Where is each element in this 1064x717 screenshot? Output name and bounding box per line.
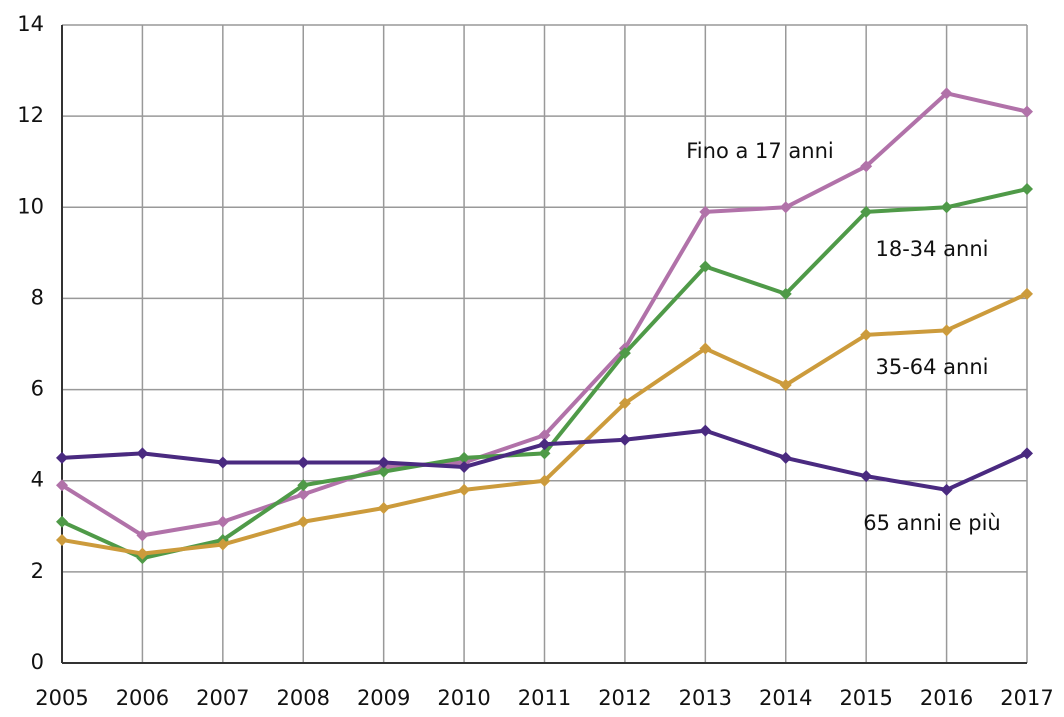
point-marker (216, 515, 229, 528)
point-marker (56, 533, 68, 546)
point-marker (940, 483, 953, 496)
point-marker (216, 538, 229, 551)
point-marker (618, 433, 631, 446)
y-tick-label: 14 (17, 12, 44, 36)
point-marker (538, 438, 551, 451)
point-marker (377, 456, 390, 469)
point-marker (779, 287, 792, 300)
point-marker (136, 547, 149, 560)
x-tick-label: 2013 (679, 686, 732, 710)
point-marker (618, 347, 631, 360)
x-tick-label: 2009 (357, 686, 410, 710)
x-tick-label: 2006 (116, 686, 169, 710)
x-tick-label: 2014 (759, 686, 812, 710)
point-marker (940, 201, 953, 214)
y-tick-label: 4 (31, 468, 44, 492)
y-tick-label: 6 (31, 377, 44, 401)
x-tick-label: 2017 (1000, 686, 1053, 710)
point-marker (699, 205, 712, 218)
point-marker (1021, 447, 1033, 460)
point-marker (618, 397, 631, 410)
x-tick-label: 2011 (518, 686, 571, 710)
point-marker (297, 479, 310, 492)
y-tick-label: 10 (17, 194, 44, 218)
point-marker (538, 429, 551, 442)
plot: Fino a 17 anni 18-34 anni 35-64 anni 65 ann… (56, 87, 1033, 565)
x-tick-label: 2008 (277, 686, 330, 710)
point-marker (56, 451, 68, 464)
point-marker (940, 87, 953, 100)
point-marker (940, 324, 953, 337)
x-tick-label: 2010 (437, 686, 490, 710)
point-marker (377, 465, 390, 478)
point-marker (860, 328, 873, 341)
grid: 0 2 4 6 8 10 12 14 2005 2006 2007 2008 2009 2010 2011 2… (17, 12, 1053, 710)
point-marker (779, 379, 792, 392)
point-marker (699, 342, 712, 355)
point-marker (699, 424, 712, 437)
point-marker (860, 470, 873, 483)
point-marker (136, 447, 149, 460)
point-marker (377, 502, 390, 515)
point-marker (1021, 183, 1033, 196)
series-label: 18-34 anni (875, 237, 988, 261)
point-marker (699, 260, 712, 273)
x-tick-label: 2016 (920, 686, 973, 710)
x-tick-label: 2012 (598, 686, 651, 710)
series-label: 35-64 anni (875, 355, 988, 379)
point-marker (1021, 105, 1033, 118)
y-tick-label: 0 (31, 650, 44, 674)
point-marker (297, 515, 310, 528)
x-tick-label: 2005 (35, 686, 88, 710)
point-marker (779, 451, 792, 464)
point-marker (297, 488, 310, 501)
point-marker (538, 474, 551, 487)
point-marker (538, 447, 551, 460)
point-marker (297, 456, 310, 469)
point-marker (136, 529, 149, 542)
x-tick-label: 2007 (196, 686, 249, 710)
point-marker (216, 456, 229, 469)
point-marker (56, 515, 68, 528)
point-marker (458, 451, 471, 464)
point-marker (458, 483, 471, 496)
point-marker (1021, 287, 1033, 300)
x-tick-label: 2015 (839, 686, 892, 710)
point-marker (56, 479, 68, 492)
point-marker (860, 160, 873, 173)
series-label: Fino a 17 anni (686, 139, 833, 163)
y-tick-label: 8 (31, 285, 44, 309)
point-marker (779, 201, 792, 214)
point-marker (458, 461, 471, 474)
point-marker (860, 205, 873, 218)
series-label: 65 anni e più (863, 511, 1000, 535)
y-tick-label: 2 (31, 559, 44, 583)
y-tick-label: 12 (17, 103, 44, 127)
